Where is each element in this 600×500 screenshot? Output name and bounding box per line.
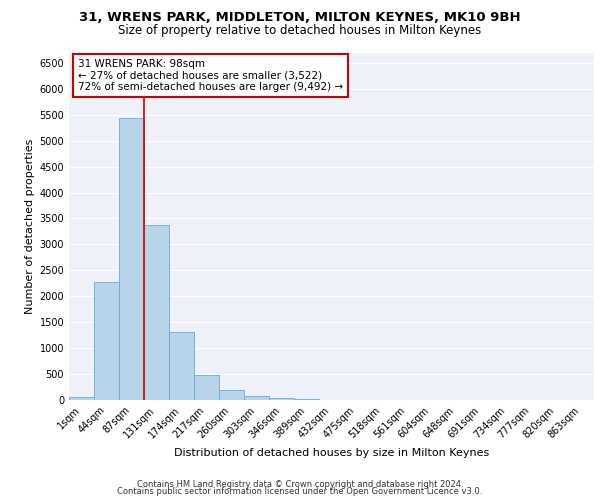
Text: 31, WRENS PARK, MIDDLETON, MILTON KEYNES, MK10 9BH: 31, WRENS PARK, MIDDLETON, MILTON KEYNES…: [79, 11, 521, 24]
Text: Contains public sector information licensed under the Open Government Licence v3: Contains public sector information licen…: [118, 487, 482, 496]
Bar: [144, 224, 169, 400]
Text: 31 WRENS PARK: 98sqm
← 27% of detached houses are smaller (3,522)
72% of semi-de: 31 WRENS PARK: 98sqm ← 27% of detached h…: [78, 58, 343, 92]
Bar: [194, 375, 219, 400]
Bar: [269, 398, 294, 400]
Bar: [119, 118, 144, 400]
Y-axis label: Number of detached properties: Number of detached properties: [25, 138, 35, 314]
Text: Contains HM Land Registry data © Crown copyright and database right 2024.: Contains HM Land Registry data © Crown c…: [137, 480, 463, 489]
X-axis label: Distribution of detached houses by size in Milton Keynes: Distribution of detached houses by size …: [174, 448, 489, 458]
Bar: [69, 397, 94, 400]
Text: Size of property relative to detached houses in Milton Keynes: Size of property relative to detached ho…: [118, 24, 482, 37]
Bar: [219, 390, 244, 400]
Bar: [94, 282, 119, 400]
Bar: [169, 332, 194, 400]
Bar: [244, 396, 269, 400]
